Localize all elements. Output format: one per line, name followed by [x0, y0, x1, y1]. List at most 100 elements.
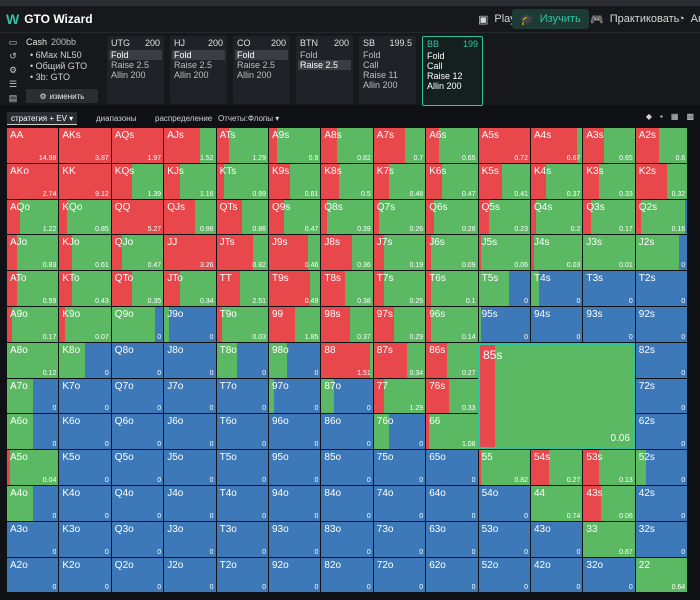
- hand-cell[interactable]: 43o 0: [531, 521, 584, 558]
- hand-cell[interactable]: Q8s 0.39: [321, 199, 374, 236]
- hand-cell[interactable]: 64o 0: [426, 486, 479, 522]
- action-option[interactable]: Raise 2.5: [174, 60, 213, 70]
- hand-cell[interactable]: AQo 1.22: [7, 199, 60, 236]
- hand-cell[interactable]: 75o 0: [373, 450, 427, 486]
- nav-analyze[interactable]: ◔ Ан: [678, 13, 700, 25]
- hand-cell[interactable]: J9s 0.46: [269, 235, 322, 272]
- action-option[interactable]: Raise 11: [363, 70, 398, 80]
- hand-cell[interactable]: 76s 0.33: [426, 378, 479, 415]
- hand-cell[interactable]: T5o 0: [216, 450, 269, 486]
- hand-cell[interactable]: A5s 0.72: [478, 128, 531, 164]
- hand-cell[interactable]: 74o 0: [373, 486, 427, 522]
- hand-cell[interactable]: JTs 0.82: [216, 235, 269, 272]
- hand-cell[interactable]: KTs 0.99: [216, 163, 269, 200]
- hand-cell[interactable]: KJs 1.16: [164, 163, 217, 200]
- hand-cell[interactable]: 33 0.67: [583, 521, 636, 558]
- hand-cell[interactable]: 95s 0: [478, 307, 531, 343]
- grid-large-icon[interactable]: ▩: [686, 112, 694, 121]
- hand-cell[interactable]: K5o 0: [59, 450, 112, 486]
- hand-cell[interactable]: K6o 0: [59, 414, 112, 451]
- hand-cell[interactable]: Q6o 0: [111, 414, 165, 451]
- hand-cell[interactable]: 42s 0: [635, 486, 689, 522]
- hand-cell[interactable]: 85o 0: [321, 450, 374, 486]
- hand-cell[interactable]: T7s 0.25: [373, 271, 427, 307]
- hand-cell[interactable]: 54s 0.27: [531, 450, 584, 486]
- hand-cell[interactable]: KQo 0.85: [59, 199, 112, 236]
- hand-cell[interactable]: J9o 0: [164, 307, 217, 343]
- position-btn[interactable]: BTN 200 Fold Raise 2.5: [296, 36, 353, 104]
- hand-cell[interactable]: KTo 0.43: [59, 271, 112, 307]
- hand-cell[interactable]: 88 1.51: [321, 342, 374, 379]
- hand-cell[interactable]: AA 14.98: [7, 128, 60, 164]
- hand-cell[interactable]: J8o 0: [164, 342, 217, 379]
- hand-cell[interactable]: 65o 0: [426, 450, 479, 486]
- nav-play[interactable]: ▣ Play: [478, 13, 516, 26]
- tab-strategy-ev[interactable]: стратегия + EV ▾: [7, 112, 78, 125]
- hand-cell[interactable]: 95o 0: [269, 450, 322, 486]
- hand-cell[interactable]: Q2o 0: [111, 557, 165, 594]
- hand-cell[interactable]: Q6s 0.28: [426, 199, 479, 236]
- hand-cell[interactable]: 53o 0: [478, 521, 531, 558]
- action-option[interactable]: Fold: [300, 50, 318, 60]
- settings-icon[interactable]: ⚙: [8, 65, 18, 75]
- reset-icon[interactable]: ↺: [9, 51, 17, 61]
- hand-cell[interactable]: T4o 0: [216, 486, 269, 522]
- action-option[interactable]: Allin 200: [111, 70, 146, 80]
- hand-cell[interactable]: K9o 0.07: [59, 307, 112, 343]
- action-option[interactable]: Raise 12: [427, 71, 463, 81]
- hand-cell[interactable]: 92s 0: [635, 307, 689, 343]
- hand-cell[interactable]: 32s 0: [635, 521, 689, 558]
- position-sb[interactable]: SB 199.5 Fold Call Raise 11 Allin 200: [359, 36, 416, 104]
- hand-cell[interactable]: 86o 0: [321, 414, 374, 451]
- action-option[interactable]: Allin 200: [427, 81, 462, 91]
- action-option[interactable]: Raise 2.5: [237, 60, 276, 70]
- hand-cell[interactable]: A6o 0: [7, 414, 60, 451]
- action-option[interactable]: Fold: [109, 50, 162, 60]
- hand-cell[interactable]: AJs 1.52: [164, 128, 217, 164]
- change-button[interactable]: ⚙ изменить: [26, 89, 98, 103]
- hand-cell[interactable]: 99 1.85: [269, 307, 322, 343]
- hand-cell[interactable]: K2o 0: [59, 557, 112, 594]
- hand-cell[interactable]: 66 1.08: [426, 414, 479, 451]
- hand-cell[interactable]: 42o 0: [531, 557, 584, 594]
- hand-cell[interactable]: A7o 0: [7, 378, 60, 415]
- hand-cell[interactable]: Q4s 0.2: [531, 199, 584, 236]
- hand-cell[interactable]: 96s 0.14: [426, 307, 479, 343]
- action-option[interactable]: Allin 200: [237, 70, 272, 80]
- hand-cell[interactable]: QQ 5.27: [111, 199, 165, 236]
- hand-cell[interactable]: KQs 1.39: [111, 163, 165, 200]
- hand-cell[interactable]: T6s 0.1: [426, 271, 479, 307]
- hand-cell[interactable]: 53s 0.13: [583, 450, 636, 486]
- cube-icon[interactable]: ◆: [645, 112, 653, 121]
- hand-cell[interactable]: Q3o 0: [111, 521, 165, 558]
- hand-cell[interactable]: A6s 0.65: [426, 128, 479, 164]
- hand-cell[interactable]: T8o 0: [216, 342, 269, 379]
- hand-cell[interactable]: A8o 0.12: [7, 342, 60, 379]
- hand-cell[interactable]: J3o 0: [164, 521, 217, 558]
- hand-cell[interactable]: 52s 0: [635, 450, 689, 486]
- hand-cell[interactable]: 62o 0: [426, 557, 479, 594]
- hand-cell[interactable]: KK 9.12: [59, 163, 112, 200]
- nav-practice[interactable]: 🎮 Практиковать: [590, 13, 680, 26]
- hand-cell[interactable]: A3o 0: [7, 521, 60, 558]
- hand-cell[interactable]: K4s 0.37: [531, 163, 584, 200]
- hand-cell[interactable]: 63o 0: [426, 521, 479, 558]
- hand-cell[interactable]: T7o 0: [216, 378, 269, 415]
- hand-zoom-panel[interactable]: 85s 0.06: [478, 343, 635, 449]
- hand-cell[interactable]: J6o 0: [164, 414, 217, 451]
- hand-cell[interactable]: A4o 0: [7, 486, 60, 522]
- hand-cell[interactable]: Q5s 0.23: [478, 199, 531, 236]
- hand-cell[interactable]: J2s 0: [635, 235, 689, 272]
- hand-cell[interactable]: T4s 0: [531, 271, 584, 307]
- hand-cell[interactable]: K5s 0.41: [478, 163, 531, 200]
- hand-cell[interactable]: Q2s 0.16: [635, 199, 689, 236]
- hand-cell[interactable]: K4o 0: [59, 486, 112, 522]
- hand-cell[interactable]: 97o 0: [269, 378, 322, 415]
- hand-cell[interactable]: Q9o 0: [111, 307, 165, 343]
- hand-cell[interactable]: J4o 0: [164, 486, 217, 522]
- hand-cell[interactable]: 55 0.82: [478, 450, 531, 486]
- hand-cell[interactable]: A9s 0.9: [269, 128, 322, 164]
- hand-cell[interactable]: 87o 0: [321, 378, 374, 415]
- save-icon[interactable]: ▭: [8, 37, 18, 47]
- hand-cell[interactable]: T2o 0: [216, 557, 269, 594]
